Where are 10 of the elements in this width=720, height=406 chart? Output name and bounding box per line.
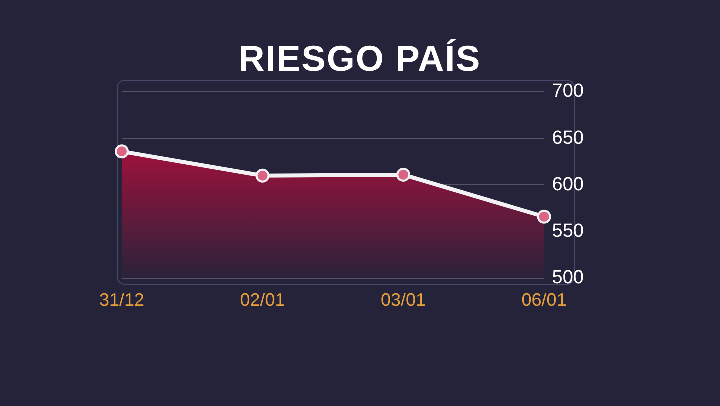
y-tick-label: 500 [552,268,584,289]
y-tick-label: 550 [552,221,584,242]
x-tick-label: 03/01 [381,290,426,310]
chart-title: RIESGO PAÍS [238,38,482,80]
y-tick-label: 700 [552,81,584,102]
y-tick-label: 650 [552,128,584,149]
x-tick-label: 06/01 [522,290,567,310]
x-tick-label: 02/01 [240,290,286,310]
x-tick-label: 31/12 [99,290,145,310]
y-tick-label: 600 [552,174,584,196]
